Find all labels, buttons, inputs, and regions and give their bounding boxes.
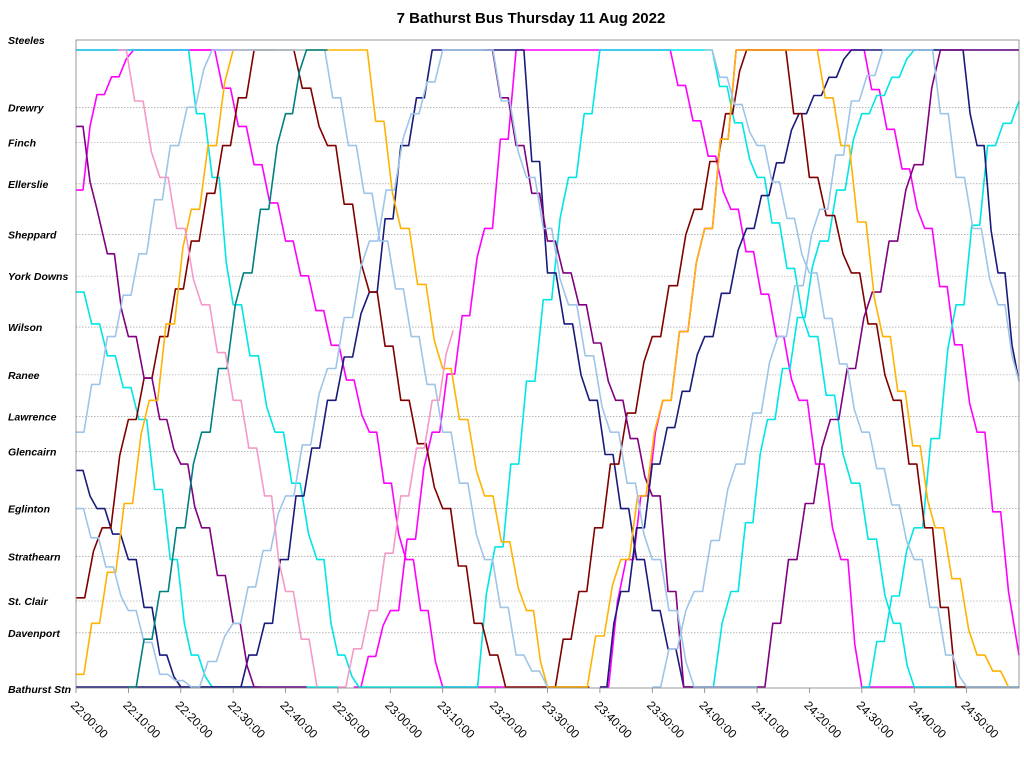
vehicle-trip-line: [704, 49, 1019, 688]
vehicle-trip-line: [117, 49, 318, 688]
stop-label: Glencairn: [8, 446, 56, 458]
gridlines: [76, 107, 1019, 634]
x-tick-label: 23:20:00: [487, 698, 530, 741]
x-tick-label: 23:50:00: [644, 698, 687, 741]
stop-label: Ranee: [8, 370, 40, 382]
vehicle-trip-line: [128, 49, 328, 688]
stop-labels: Steeles Drewry Finch Ellerslie Sheppard York …: [8, 35, 71, 696]
x-tick-label: 22:40:00: [277, 698, 320, 741]
x-tick-label: 22:20:00: [173, 698, 216, 741]
stop-label: Davenport: [8, 628, 60, 640]
vehicle-trip-line: [652, 49, 1020, 688]
stop-label: York Downs: [8, 271, 68, 283]
x-tick-label: 23:40:00: [592, 698, 635, 741]
x-tick-label: 24:30:00: [854, 698, 897, 741]
stop-label: Wilson: [8, 322, 42, 334]
x-tick-label: 22:10:00: [120, 698, 163, 741]
x-tick-label: 24:10:00: [749, 698, 792, 741]
stop-label: Bathurst Stn: [8, 684, 71, 696]
x-tick-label: 24:00:00: [697, 698, 740, 741]
x-tick-label: 22:00:00: [68, 698, 111, 741]
vehicle-trip-line: [861, 100, 1020, 688]
stop-label: Eglinton: [8, 504, 50, 516]
stop-label: Steeles: [8, 35, 45, 47]
x-tick-label: 23:10:00: [435, 698, 478, 741]
vehicle-trip-line: [337, 330, 454, 688]
x-tick-label: 24:20:00: [801, 698, 844, 741]
series-layer: [76, 49, 1020, 688]
vehicle-trip-line: [76, 49, 1019, 688]
x-tick-label: 24:40:00: [906, 698, 949, 741]
x-tick-label: 23:00:00: [382, 698, 425, 741]
chart-title: 7 Bathurst Bus Thursday 11 Aug 2022: [397, 10, 666, 27]
stop-label: Lawrence: [8, 411, 57, 423]
vehicle-trip-line: [599, 49, 1020, 688]
stop-label: Strathearn: [8, 551, 61, 563]
vehicle-trip-line: [599, 49, 1020, 688]
plot-frame: [75, 39, 1020, 689]
stop-label: Ellerslie: [8, 179, 48, 191]
vehicle-trip-line: [578, 49, 1010, 688]
stop-label: Finch: [8, 137, 36, 149]
vehicle-trip-line: [76, 49, 549, 688]
x-tick-label: 24:50:00: [958, 698, 1001, 741]
stop-label: Drewry: [8, 102, 45, 114]
x-tick-label: 22:50:00: [330, 698, 373, 741]
vehicle-trip-line: [76, 49, 758, 688]
x-tick-labels: 22:00:00 22:10:00 22:20:00 22:30:00 22:40:00…: [68, 688, 1002, 741]
stop-label: St. Clair: [8, 596, 49, 608]
x-tick-label: 23:30:00: [539, 698, 582, 741]
vehicle-trip-line: [76, 49, 276, 191]
stop-label: Sheppard: [8, 230, 57, 242]
x-tick-label: 22:30:00: [225, 698, 268, 741]
vehicle-trip-line: [704, 49, 1019, 688]
